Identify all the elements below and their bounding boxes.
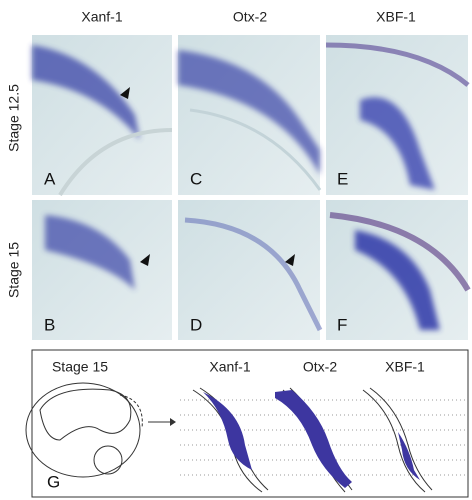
- panel: D: [178, 200, 323, 340]
- panel: A: [32, 35, 173, 197]
- column-header: Otx-2: [233, 9, 267, 25]
- gene-label: Otx-2: [303, 359, 337, 375]
- panel: B: [32, 200, 172, 340]
- panel: F: [326, 200, 471, 340]
- diagram: Stage 15 Xanf-1 Otx-2 XBF-1 G: [25, 349, 469, 498]
- panel-label: A: [44, 169, 56, 188]
- gene-label: XBF-1: [385, 359, 425, 375]
- diagram-stage: Stage 15: [52, 359, 108, 375]
- panel-label: B: [44, 315, 55, 334]
- panel-label: G: [47, 472, 60, 491]
- panel-label: D: [190, 315, 202, 334]
- row-label: Stage 12.5: [6, 84, 22, 152]
- column-header: XBF-1: [376, 9, 416, 25]
- panel-label: F: [337, 315, 347, 334]
- gene-label: Xanf-1: [209, 359, 250, 375]
- column-header: Xanf-1: [81, 9, 122, 25]
- panel-label: E: [337, 169, 348, 188]
- panel: E: [325, 35, 470, 195]
- panel-label: C: [190, 169, 202, 188]
- row-label: Stage 15: [6, 242, 22, 298]
- panel: C: [178, 35, 322, 195]
